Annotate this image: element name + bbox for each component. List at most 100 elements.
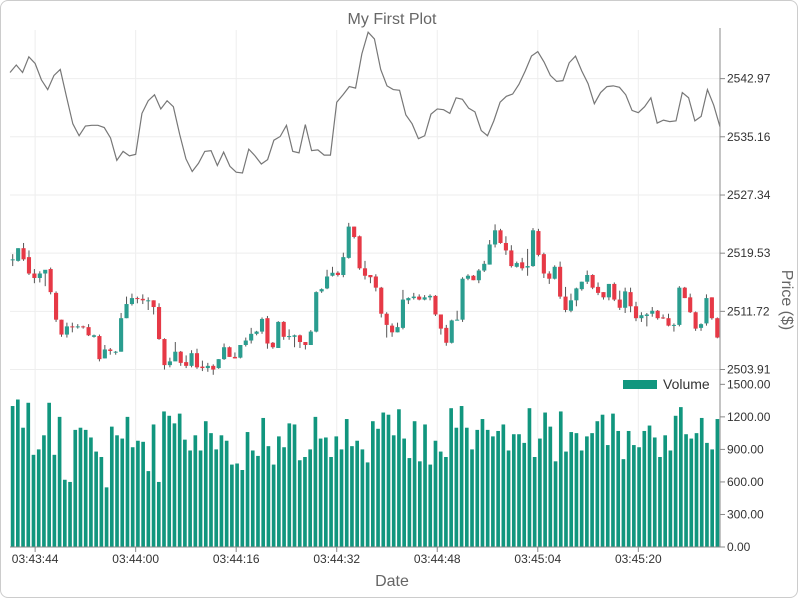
candle <box>265 315 270 349</box>
candle-body <box>335 272 340 275</box>
candle-body <box>644 314 649 316</box>
volume-tick-label: 300.00 <box>727 507 764 521</box>
candle-body <box>16 248 21 261</box>
candle <box>661 314 666 319</box>
volume-bar <box>209 433 213 547</box>
candle <box>276 321 281 348</box>
candle-body <box>514 263 519 267</box>
volume-tick-label: 0.00 <box>727 540 751 554</box>
legend-swatch-volume <box>623 380 657 389</box>
candle-body <box>417 296 422 300</box>
candle-body <box>427 295 433 298</box>
volume-bar <box>412 421 417 547</box>
candle <box>698 323 704 331</box>
candle <box>704 294 709 326</box>
candle-body <box>433 295 438 315</box>
candle-body <box>601 292 606 298</box>
volume-bar <box>104 487 109 547</box>
candle <box>341 252 346 278</box>
volume-bar <box>198 450 203 547</box>
volume-bar <box>73 429 78 547</box>
volume-bar <box>10 406 15 547</box>
volume-bar <box>616 430 621 547</box>
volume-bar <box>480 419 485 547</box>
candle-body <box>552 266 557 279</box>
candle-body <box>341 257 346 275</box>
candle-body <box>173 351 178 362</box>
candle <box>568 293 574 313</box>
candle-body <box>411 296 416 299</box>
volume-bar <box>355 440 359 547</box>
candle <box>677 286 682 327</box>
candle <box>287 329 292 340</box>
candle-body <box>325 276 330 289</box>
volume-bar <box>47 402 51 547</box>
candle-body <box>661 317 666 319</box>
candle-body <box>671 324 676 326</box>
candle-body <box>119 318 124 352</box>
candle-body <box>400 299 405 328</box>
candle-body <box>422 297 427 300</box>
candle <box>259 317 265 334</box>
candle <box>482 260 487 273</box>
candle <box>184 355 189 369</box>
candle <box>433 295 438 316</box>
candle <box>444 324 449 346</box>
candle <box>16 248 21 262</box>
candle <box>460 277 465 322</box>
candle <box>297 334 303 348</box>
candle <box>379 286 384 318</box>
candle-body <box>86 327 91 336</box>
candle <box>292 334 297 348</box>
volume-bar <box>26 402 31 547</box>
x-tick-label: 03:44:48 <box>414 552 461 566</box>
candle-body <box>26 257 32 274</box>
candle <box>70 322 75 333</box>
candle <box>628 287 633 313</box>
candle-body <box>379 287 384 314</box>
volume-bar <box>21 427 25 547</box>
volume-bar <box>339 449 344 547</box>
candle-body <box>314 292 319 332</box>
candle <box>108 347 113 355</box>
candle <box>422 295 427 301</box>
volume-axis-ticks: 0.00 300.00 600.00 900.00 1200.00 1500.00 <box>720 377 771 554</box>
candle-body <box>162 339 167 366</box>
candle-body <box>568 300 574 311</box>
candle <box>75 324 80 329</box>
volume-bar <box>130 447 135 547</box>
candle-body <box>655 310 660 319</box>
volume-bar <box>42 435 46 547</box>
candle <box>655 310 660 320</box>
volume-bar <box>673 415 678 547</box>
candle-body <box>390 325 395 333</box>
candle-body <box>558 266 563 297</box>
candle-body <box>406 298 411 301</box>
candle <box>167 357 172 368</box>
candle-body <box>455 319 460 321</box>
volume-series <box>10 399 720 547</box>
volume-tick-label: 1500.00 <box>727 377 771 391</box>
price-tick-label: 2503.91 <box>727 363 771 377</box>
volume-bar <box>282 447 286 547</box>
x-tick-label: 03:45:20 <box>615 552 662 566</box>
volume-bar <box>496 430 500 547</box>
candle <box>91 334 97 338</box>
candle <box>319 288 324 293</box>
volume-bar <box>57 416 62 547</box>
candle <box>514 261 519 268</box>
candle <box>37 271 42 283</box>
volume-bar <box>470 449 474 547</box>
candle <box>173 342 178 362</box>
candle-body <box>709 297 714 319</box>
volume-bar <box>318 438 323 547</box>
candle-body <box>48 269 53 293</box>
candle-body <box>639 315 644 319</box>
candle-body <box>704 298 709 324</box>
volume-bar <box>564 451 568 547</box>
candle <box>205 362 210 372</box>
volume-bar <box>245 432 250 547</box>
volume-bar <box>397 409 401 547</box>
volume-bar <box>522 442 527 547</box>
candle-body <box>677 287 682 325</box>
